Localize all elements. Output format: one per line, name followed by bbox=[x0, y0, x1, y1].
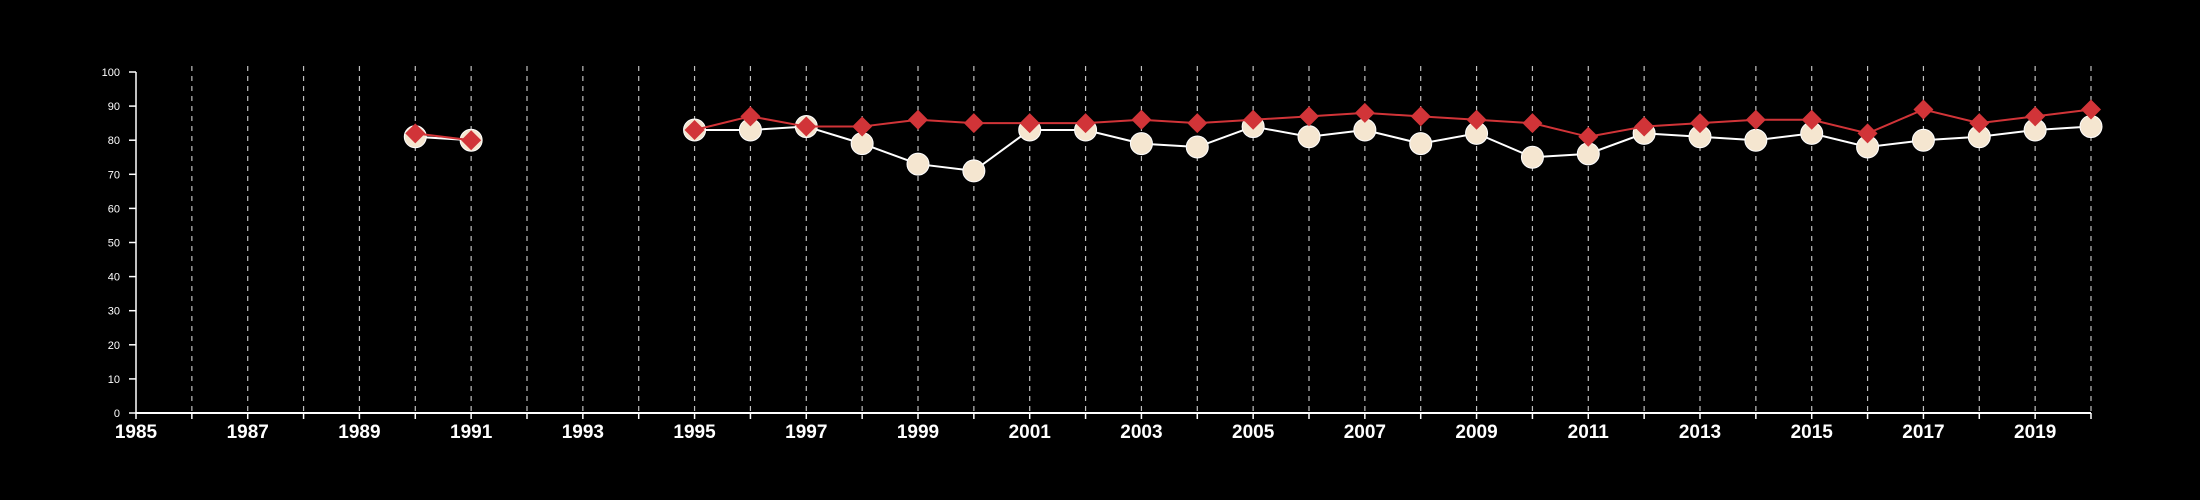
x-tick-label: 2015 bbox=[1791, 422, 1834, 443]
data-point-circle bbox=[1744, 128, 1768, 152]
x-tick-label: 1997 bbox=[785, 422, 827, 443]
gridlines bbox=[191, 66, 2092, 413]
series-line bbox=[694, 108, 2092, 138]
series-1 bbox=[403, 115, 2103, 183]
data-point-diamond bbox=[796, 116, 817, 137]
data-point-circle bbox=[1409, 132, 1433, 156]
y-tick-label: 60 bbox=[108, 203, 120, 215]
data-point-circle bbox=[1911, 128, 1935, 152]
data-point-diamond bbox=[684, 119, 705, 140]
data-point-diamond bbox=[1410, 106, 1431, 127]
data-point-diamond bbox=[1634, 116, 1655, 137]
x-tick-label: 1999 bbox=[897, 422, 939, 443]
data-point-diamond bbox=[852, 116, 873, 137]
data-point-diamond bbox=[1187, 113, 1208, 134]
y-tick-label: 80 bbox=[108, 135, 120, 147]
data-point-diamond bbox=[1690, 113, 1710, 134]
x-tick-label: 1985 bbox=[115, 422, 158, 443]
data-point-diamond bbox=[1522, 113, 1543, 134]
data-point-diamond bbox=[908, 109, 928, 130]
data-point-diamond bbox=[1354, 102, 1375, 123]
y-tick-label: 10 bbox=[108, 374, 120, 386]
x-tick-label: 2013 bbox=[1679, 422, 1721, 443]
y-tick-label: 70 bbox=[108, 169, 120, 181]
data-point-circle bbox=[1520, 145, 1544, 169]
x-tick-label: 1993 bbox=[562, 422, 604, 443]
y-tick-label: 40 bbox=[108, 272, 120, 284]
series-layer bbox=[403, 99, 2103, 183]
data-point-circle bbox=[1129, 132, 1153, 156]
data-point-diamond bbox=[2025, 106, 2046, 127]
data-point-diamond bbox=[461, 130, 482, 151]
data-point-diamond bbox=[1578, 126, 1599, 147]
x-tick-label: 1989 bbox=[338, 422, 380, 443]
data-point-diamond bbox=[1075, 113, 1096, 134]
x-tick-label: 1995 bbox=[673, 422, 716, 443]
series-line bbox=[415, 132, 472, 142]
data-point-circle bbox=[1297, 125, 1321, 149]
data-point-diamond bbox=[1299, 106, 1319, 127]
data-point-diamond bbox=[1745, 109, 1766, 130]
data-point-diamond bbox=[1857, 123, 1878, 144]
data-point-diamond bbox=[740, 106, 761, 127]
y-tick-label: 100 bbox=[102, 67, 120, 79]
x-tick-label: 2009 bbox=[1455, 422, 1497, 443]
x-tick-label: 2011 bbox=[1568, 422, 1610, 443]
data-point-circle bbox=[906, 152, 930, 176]
x-tick-label: 2001 bbox=[1009, 422, 1052, 443]
data-point-diamond bbox=[1913, 99, 1934, 120]
data-point-diamond bbox=[1466, 109, 1487, 130]
x-tick-label: 2003 bbox=[1120, 422, 1162, 443]
x-tick-label: 2005 bbox=[1232, 422, 1275, 443]
axes: 0 10 20 30 40 50 60 70 80 90 100 1985 1987 1989 1991 19… bbox=[102, 67, 2092, 443]
y-tick-label: 50 bbox=[108, 238, 120, 250]
data-point-diamond bbox=[405, 123, 426, 144]
y-tick-label: 0 bbox=[114, 408, 120, 420]
data-point-diamond bbox=[1243, 109, 1264, 130]
data-point-diamond bbox=[2081, 99, 2101, 120]
x-tick-label: 1991 bbox=[450, 422, 493, 443]
series-line bbox=[694, 125, 2092, 172]
x-tick-label: 2017 bbox=[1902, 422, 1944, 443]
x-tick-label: 2019 bbox=[2014, 422, 2056, 443]
data-point-diamond bbox=[1131, 109, 1152, 130]
data-point-diamond bbox=[963, 113, 984, 134]
y-tick-label: 90 bbox=[108, 101, 120, 113]
series-2 bbox=[405, 99, 2101, 151]
data-point-diamond bbox=[1801, 109, 1822, 130]
data-point-circle bbox=[1185, 135, 1209, 159]
x-tick-label: 1987 bbox=[227, 422, 269, 443]
y-tick-label: 20 bbox=[108, 340, 120, 352]
data-point-diamond bbox=[1969, 113, 1990, 134]
data-point-diamond bbox=[1019, 113, 1040, 134]
data-point-circle bbox=[962, 159, 986, 183]
x-tick-label: 2007 bbox=[1344, 422, 1386, 443]
y-tick-label: 30 bbox=[108, 306, 120, 318]
